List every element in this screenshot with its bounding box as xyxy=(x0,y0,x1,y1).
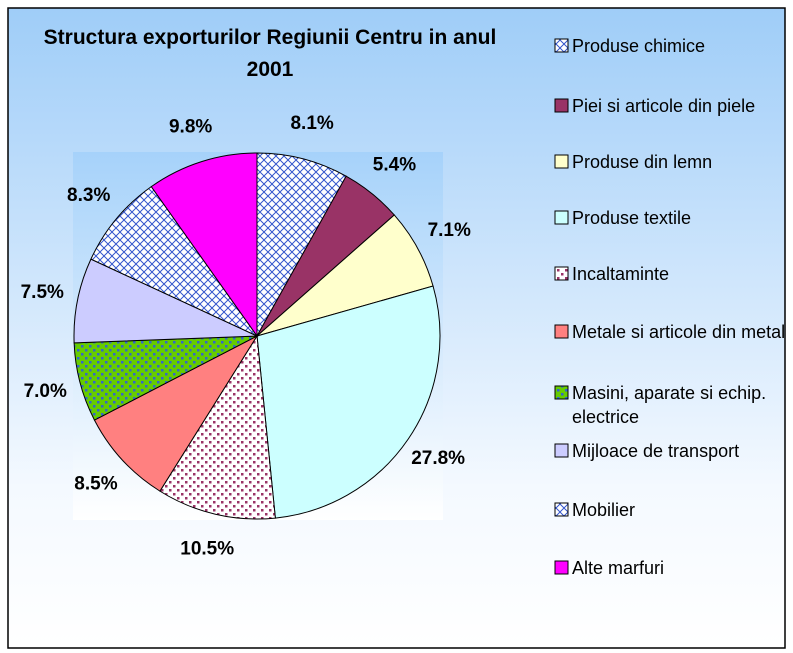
legend-label: Mijloace de transport xyxy=(572,441,740,461)
legend-marker xyxy=(554,98,569,113)
legend-label: Incaltaminte xyxy=(572,264,670,284)
legend-label: Piei si articole din piele xyxy=(572,96,756,116)
legend-marker xyxy=(554,385,569,400)
chart-title: Structura exporturilor Regiunii Centru i… xyxy=(43,26,497,81)
legend-marker xyxy=(554,266,569,281)
legend-label: Masini, aparate si echip. electrice xyxy=(572,383,767,427)
data-label: 7.1% xyxy=(428,220,471,241)
data-label: 27.8% xyxy=(411,448,465,469)
legend-label: Produse din lemn xyxy=(572,152,713,172)
legend-label: Mobilier xyxy=(572,500,636,520)
data-label: 7.5% xyxy=(21,282,64,303)
legend-marker xyxy=(554,560,569,575)
pie-slice xyxy=(90,185,259,338)
legend-marker xyxy=(554,210,569,225)
data-label: 8.1% xyxy=(290,113,333,134)
pie-slice xyxy=(159,334,276,520)
data-label: 7.0% xyxy=(24,381,67,402)
legend-marker xyxy=(554,324,569,339)
pie-slice xyxy=(256,152,347,338)
legend-label: Produse chimice xyxy=(572,36,706,56)
legend-marker xyxy=(554,443,569,458)
data-label: 8.3% xyxy=(67,185,110,206)
data-label: 8.5% xyxy=(74,473,117,494)
legend-label: Alte marfuri xyxy=(572,558,665,578)
pie-slice xyxy=(150,152,258,338)
legend-marker xyxy=(554,38,569,53)
legend-label: Produse textile xyxy=(572,208,692,228)
data-label: 5.4% xyxy=(373,155,416,176)
data-label: 9.8% xyxy=(169,116,212,137)
legend-marker xyxy=(554,502,569,517)
pie-slice xyxy=(93,334,259,492)
legend-marker xyxy=(554,154,569,169)
legend-label: Metale si articole din metal xyxy=(572,322,786,342)
pie-slice xyxy=(256,285,441,519)
data-label: 10.5% xyxy=(180,538,234,559)
